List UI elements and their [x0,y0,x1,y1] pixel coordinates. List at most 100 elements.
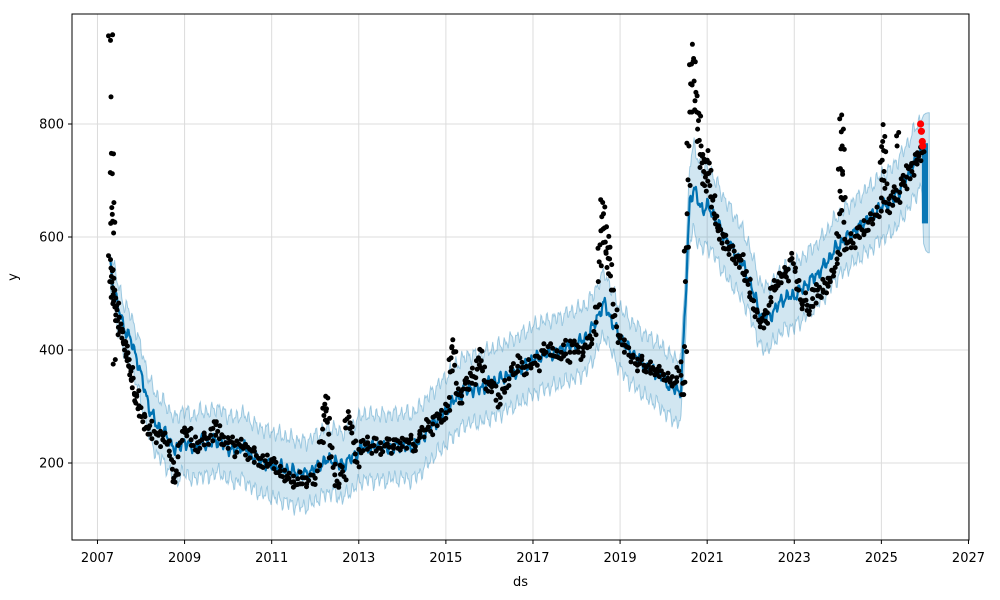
observed-point [326,455,332,461]
observed-point [878,195,884,201]
observed-point [459,400,465,406]
observed-point [783,274,789,280]
observed-point [595,279,601,285]
observed-point [213,432,219,438]
observed-point [483,379,489,385]
observed-point [747,290,753,296]
observed-point [641,368,647,374]
observed-point [479,348,485,354]
observed-point [580,349,586,355]
observed-point [439,407,444,413]
y-axis-label: y [6,273,21,281]
observed-point [799,306,805,312]
observed-point [703,188,709,194]
anomaly-point [919,142,927,150]
observed-point [740,252,746,258]
observed-point [911,172,917,178]
observed-point [674,379,680,385]
observed-point [108,220,114,226]
observed-point [569,342,575,348]
observed-point [234,449,240,455]
observed-point [593,319,599,325]
observed-point [128,376,134,382]
observed-point [326,431,332,437]
observed-point [600,240,606,246]
observed-point [621,349,627,355]
observed-point [175,443,181,448]
observed-point [116,314,122,320]
observed-point [478,358,484,364]
observed-point [786,278,791,284]
observed-point [830,268,836,274]
observed-point [607,244,613,250]
observed-point [113,318,118,324]
observed-point [606,233,612,239]
observed-point [841,219,847,225]
observed-point [304,481,310,487]
observed-point [868,217,874,222]
observed-point [842,247,847,253]
observed-point [850,240,856,246]
observed-point [130,365,136,370]
observed-point [708,167,714,173]
observed-point [918,158,924,164]
observed-point [111,200,117,206]
observed-point [682,344,687,350]
observed-point [208,426,214,432]
observed-point [757,319,763,325]
observed-point [567,359,573,365]
observed-point [358,450,364,456]
observed-point [453,391,459,396]
observed-point [322,401,328,407]
observed-point [563,337,569,343]
observed-point [914,157,920,163]
observed-point [320,440,326,446]
observed-point [291,479,297,485]
observed-point [788,256,794,262]
observed-point [349,430,355,436]
observed-point [116,300,122,306]
observed-point [731,248,737,254]
observed-point [840,126,846,132]
observed-point [883,149,889,155]
observed-point [534,362,540,368]
observed-point [141,426,147,432]
observed-point [353,438,359,444]
observed-point [216,436,222,442]
observed-point [712,215,718,221]
observed-point [312,482,318,487]
observed-point [126,357,132,363]
observed-point [842,236,848,242]
observed-point [716,236,722,242]
observed-point [841,146,847,152]
observed-point [707,183,713,189]
observed-points [106,32,927,490]
observed-point [700,152,706,157]
observed-point [839,208,845,213]
observed-point [493,397,499,403]
observed-point [271,466,277,472]
observed-point [510,361,516,367]
observed-point [474,358,479,364]
observed-point [567,349,573,355]
observed-point [369,450,375,456]
observed-point [264,452,270,458]
observed-point [473,382,478,387]
observed-point [391,443,397,448]
observed-point [615,340,621,346]
observed-point [609,262,615,268]
observed-point [297,481,303,487]
observed-point [716,223,722,229]
observed-point [160,432,166,438]
observed-point [667,376,673,382]
observed-point [320,405,326,411]
observed-point [446,395,452,400]
observed-point [882,134,888,139]
observed-point [106,33,111,39]
observed-point [453,380,459,386]
observed-point [837,116,843,122]
observed-point [232,454,238,460]
observed-point [692,59,698,65]
observed-point [541,341,547,347]
observed-point [120,339,126,345]
